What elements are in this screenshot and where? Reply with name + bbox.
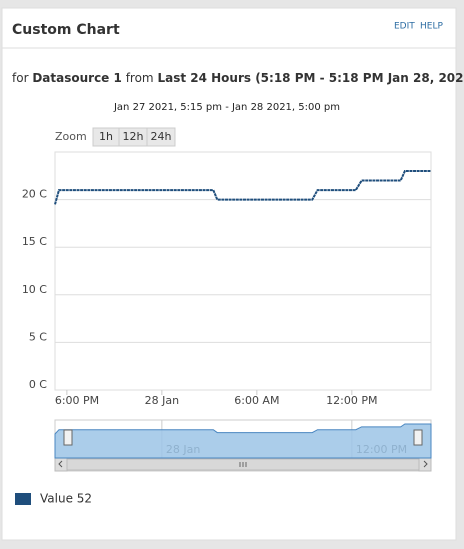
x-tick-label: 12:00 PM — [326, 394, 377, 407]
help-link[interactable]: HELP — [420, 22, 443, 32]
legend-swatch — [15, 493, 31, 505]
y-tick-label: 20 C — [22, 188, 47, 201]
x-tick-label: 6:00 PM — [55, 394, 99, 407]
zoom-button[interactable] — [146, 127, 176, 147]
source-name: Datasource 1 — [32, 71, 122, 85]
scroll-grip — [239, 462, 247, 467]
widget-title: Custom Chart — [12, 22, 120, 38]
scroll-arrows — [58, 460, 428, 468]
y-tick-label: 10 C — [22, 283, 47, 296]
zoom-button-label[interactable]: 12h — [123, 130, 144, 143]
zoom-label: Zoom — [55, 130, 87, 143]
navigator-handle — [63, 429, 73, 446]
data-line — [54, 170, 431, 205]
y-tick-label: 0 C — [29, 378, 47, 391]
source-middle: from — [126, 71, 154, 85]
y-tick-label: 15 C — [22, 235, 47, 248]
scroll-left[interactable] — [54, 457, 68, 472]
zoom-button-label[interactable]: 24h — [151, 130, 172, 143]
zoom-button-label[interactable]: 1h — [99, 130, 113, 143]
scroll-right[interactable] — [418, 457, 432, 472]
source-line: for Datasource 1 from Last 24 Hours (5:1… — [12, 71, 464, 85]
source-prefix: for — [12, 71, 29, 85]
y-tick-label: 5 C — [29, 330, 47, 343]
x-tick-label: 28 Jan — [145, 394, 179, 407]
legend-label: Value 52 — [40, 492, 92, 506]
x-tick-label: 6:00 AM — [234, 394, 279, 407]
edit-link[interactable]: EDIT — [394, 22, 415, 32]
chart-subtitle: Jan 27 2021, 5:15 pm - Jan 28 2021, 5:00… — [113, 102, 340, 113]
source-range: Last 24 Hours (5:18 PM - 5:18 PM Jan 28,… — [157, 71, 464, 85]
navigator-area — [54, 423, 432, 459]
navigator-handle — [413, 429, 423, 446]
